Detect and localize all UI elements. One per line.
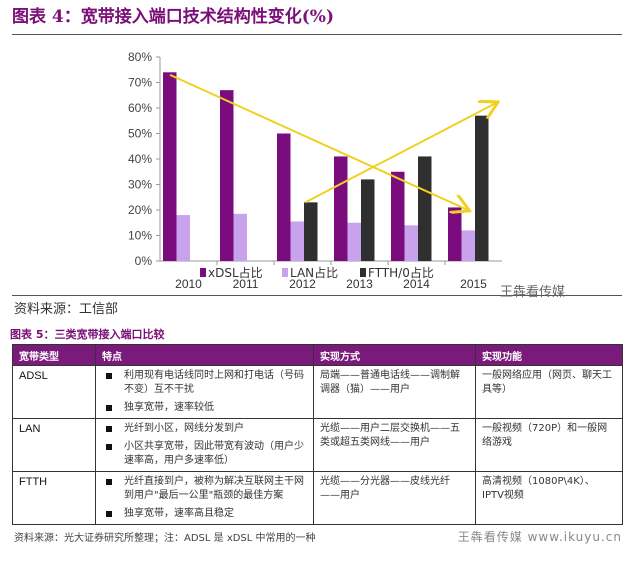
bar-lan (347, 222, 361, 261)
feature-item: 利用现有电话线同时上网和打电话（号码不变）互不干扰 (102, 369, 307, 397)
cell-function: 高清视频（1080P\4K）、IPTV视频 (475, 471, 623, 525)
cell-function: 一般视频（720P）和一般网络游戏 (475, 418, 623, 472)
table-header-row: 宽带类型 特点 实现方式 实现功能 (12, 344, 623, 366)
trend-arrow (304, 103, 496, 204)
bar-lan (404, 225, 418, 261)
watermark: 王犇看传媒 www.ikuyu.cn (457, 530, 622, 544)
divider (12, 34, 622, 35)
figure4-source: 资料来源：工信部 (14, 302, 119, 317)
y-tick-label: 50% (128, 127, 152, 141)
bar-lan (461, 230, 475, 261)
bar-ftth (361, 179, 375, 261)
bullet-icon (106, 373, 112, 379)
figure5-footer: 资料来源：光大证券研究所整理；注：ADSL 是 xDSL 中常用的一种 王犇看传… (12, 528, 622, 545)
bar-ftth (418, 156, 432, 261)
bar-xdsl (334, 156, 348, 261)
x-tick-label: 2011 (233, 277, 259, 291)
cell-method: 光缆——用户二层交换机——五类或超五类网线——用户 (313, 418, 476, 472)
x-tick-label: 2010 (175, 277, 202, 291)
bar-xdsl (391, 171, 405, 261)
legend-label: LAN占比 (290, 265, 338, 280)
legend-swatch (282, 268, 288, 277)
bar-ftth (475, 115, 489, 262)
feature-text: 独享宽带，速率较低 (124, 402, 214, 413)
figure5-title: 图表 5：三类宽带接入端口比较 (10, 328, 165, 341)
header-features: 特点 (95, 344, 314, 366)
bullet-icon (106, 426, 112, 432)
cell-type: LAN (12, 418, 96, 472)
comparison-table: 宽带类型 特点 实现方式 实现功能 ADSL 利用现有电话线同时上网和打电话（号… (12, 344, 623, 525)
header-type: 宽带类型 (12, 344, 96, 366)
x-tick-label: 2014 (403, 277, 430, 291)
legend-swatch (200, 268, 206, 277)
cell-method: 光缆——分光器——皮线光纤——用户 (313, 471, 476, 525)
bar-lan (233, 213, 247, 261)
bar-ftth (304, 202, 318, 261)
feature-text: 小区共享宽带，因此带宽有波动（用户少速率高，用户多速率低） (124, 441, 304, 466)
feature-text: 独享宽带，速率高且稳定 (124, 508, 234, 519)
cell-features: 利用现有电话线同时上网和打电话（号码不变）互不干扰独享宽带，速率较低 (95, 365, 314, 419)
feature-item: 光纤直接到户，被称为解决互联网主干网到用户"最后一公里"瓶颈的最佳方案 (102, 475, 307, 503)
bullet-icon (106, 444, 112, 450)
y-tick-label: 0% (135, 254, 153, 268)
header-method: 实现方式 (313, 344, 476, 366)
feature-item: 独享宽带，速率较低 (102, 401, 307, 415)
x-tick-label: 2013 (346, 277, 373, 291)
feature-text: 光纤直接到户，被称为解决互联网主干网到用户"最后一公里"瓶颈的最佳方案 (124, 476, 304, 501)
legend-label: xDSL占比 (208, 265, 263, 280)
cell-type: FTTH (12, 471, 96, 525)
feature-item: 光纤到小区，网线分发到户 (102, 422, 307, 436)
bullet-icon (106, 405, 112, 411)
bar-xdsl (220, 90, 234, 262)
legend-swatch (360, 268, 366, 277)
y-tick-label: 10% (128, 229, 152, 243)
x-tick-label: 2012 (289, 277, 316, 291)
feature-text: 利用现有电话线同时上网和打电话（号码不变）互不干扰 (124, 370, 304, 395)
y-tick-label: 30% (128, 178, 152, 192)
y-tick-label: 40% (128, 152, 152, 166)
header-function: 实现功能 (475, 344, 623, 366)
table-row: ADSL 利用现有电话线同时上网和打电话（号码不变）互不干扰 独享宽带，速率较低 … (12, 365, 623, 419)
trend-arrow (169, 73, 468, 210)
bar-xdsl (448, 207, 462, 261)
cell-features: 光纤到小区，网线分发到户小区共享宽带，因此带宽有波动（用户少速率高，用户多速率低… (95, 418, 314, 472)
bar-chart: 0% 10% 20% 30% 40% 50% 60% 70% 80% 2010 2011 2012 20… (128, 50, 502, 291)
watermark: 王犇看传媒 (500, 285, 566, 300)
bar-lan (176, 215, 190, 261)
cell-type: ADSL (12, 365, 96, 419)
feature-item: 小区共享宽带，因此带宽有波动（用户少速率高，用户多速率低） (102, 440, 307, 468)
figure5-source: 资料来源：光大证券研究所整理；注：ADSL 是 xDSL 中常用的一种 (14, 533, 316, 544)
feature-text: 光纤到小区，网线分发到户 (124, 423, 244, 434)
bar-xdsl (163, 72, 177, 261)
bullet-icon (106, 479, 112, 485)
legend-label: FTTH/0占比 (368, 265, 434, 280)
bullet-icon (106, 511, 112, 517)
cell-function: 一般网络应用（网页、聊天工具等） (475, 365, 623, 419)
x-tick-label: 2015 (460, 277, 487, 291)
figure5: 宽带类型 特点 实现方式 实现功能 ADSL 利用现有电话线同时上网和打电话（号… (12, 344, 623, 545)
y-tick-label: 70% (128, 76, 152, 90)
table-row: LAN 光纤到小区，网线分发到户小区共享宽带，因此带宽有波动（用户少速率高，用户… (12, 418, 623, 472)
y-tick-label: 80% (128, 50, 152, 64)
cell-features: 光纤直接到户，被称为解决互联网主干网到用户"最后一公里"瓶颈的最佳方案独享宽带，… (95, 471, 314, 525)
bar-lan (290, 221, 304, 261)
figure4-title: 图表 4：宽带接入端口技术结构性变化(%) (12, 7, 334, 27)
divider (12, 295, 622, 296)
table-row: FTTH 光纤直接到户，被称为解决互联网主干网到用户"最后一公里"瓶颈的最佳方案… (12, 471, 623, 525)
cell-method: 局端——普通电话线——调制解调器（猫）——用户 (313, 365, 476, 419)
bar-xdsl (277, 133, 291, 261)
y-tick-label: 20% (128, 203, 152, 217)
feature-item: 独享宽带，速率高且稳定 (102, 507, 307, 521)
y-tick-label: 60% (128, 101, 152, 115)
